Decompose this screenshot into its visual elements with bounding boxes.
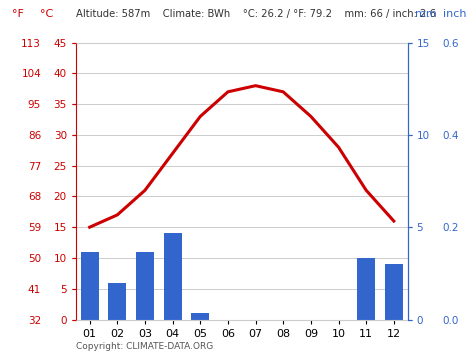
Bar [164,233,182,320]
Bar [357,258,375,320]
Text: Altitude: 587m    Climate: BWh    °C: 26.2 / °F: 79.2    mm: 66 / inch: 2.6: Altitude: 587m Climate: BWh °C: 26.2 / °… [76,9,436,19]
Text: mm: mm [415,9,437,19]
Bar [136,252,154,320]
Text: inch: inch [443,9,467,19]
Bar [191,313,209,320]
Bar [109,283,126,320]
Text: °F: °F [12,9,24,19]
Text: Copyright: CLIMATE-DATA.ORG: Copyright: CLIMATE-DATA.ORG [76,343,213,351]
Bar [81,252,99,320]
Bar [385,264,403,320]
Text: °C: °C [40,9,54,19]
